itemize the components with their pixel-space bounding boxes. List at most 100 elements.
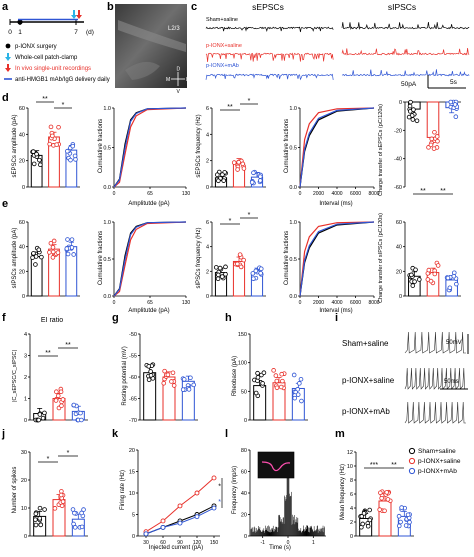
e-freq-ylabel: sIPSCs frequency (Hz) bbox=[196, 227, 202, 288]
e-amp-point bbox=[33, 254, 39, 259]
d-freq-ytick-label: 0 bbox=[206, 185, 209, 191]
g-rest-point bbox=[186, 387, 192, 392]
f-ei-ytick-label: 4 bbox=[24, 332, 27, 338]
m-freq-point bbox=[367, 507, 372, 513]
k-fr-point bbox=[194, 490, 200, 496]
k-fr-point bbox=[211, 505, 217, 511]
h-rheo-point bbox=[274, 378, 280, 384]
legend-red-arrow-icon bbox=[5, 64, 11, 72]
h-rheo-point bbox=[298, 376, 304, 382]
timeline-unit: (d) bbox=[86, 29, 94, 36]
m-freq-point bbox=[399, 505, 404, 510]
h-rheo-point bbox=[271, 368, 276, 373]
d-charge-point bbox=[408, 99, 413, 105]
e-amp-point bbox=[36, 247, 42, 253]
d-charge-ytick-label: 0 bbox=[399, 100, 402, 106]
m-freq-point bbox=[396, 513, 402, 519]
e-freq-point bbox=[217, 265, 223, 271]
d-freq-ytick-label: 6 bbox=[206, 106, 209, 112]
m-freq-point bbox=[384, 490, 390, 495]
f-ei-point bbox=[60, 397, 66, 402]
e-charge-point bbox=[410, 283, 416, 288]
e-amp-point bbox=[39, 254, 44, 260]
e-cum-int-line-0 bbox=[299, 221, 375, 297]
legend-mab-label: p-IONX+mAb bbox=[418, 468, 457, 475]
g-rest-point bbox=[148, 369, 153, 374]
f-ylabel: |C_sEPSC/C_sIPSC| bbox=[12, 350, 18, 402]
legend-label-delivery: anti-HMGB1 mAb/IgG delivery daily bbox=[15, 77, 110, 83]
panel-letter-l: l bbox=[225, 428, 228, 440]
d-cum-int-line-1 bbox=[299, 107, 375, 188]
d-charge-point bbox=[434, 134, 440, 139]
spike-train-mab bbox=[404, 401, 466, 424]
j-spikes-point bbox=[33, 511, 39, 517]
k-fr-xtick-label: 120 bbox=[193, 540, 202, 546]
d-amp-ytick-label: 20 bbox=[19, 159, 25, 165]
h-rheo-point bbox=[274, 385, 280, 391]
d-freq-point bbox=[221, 178, 226, 183]
e-cum-int-ytick-label: 0.5 bbox=[289, 257, 297, 263]
e-charge-point bbox=[435, 263, 441, 268]
d-cum-int-ylabel: Cumulative fractions bbox=[284, 119, 290, 173]
e-cum-int-ylabel: Cumulative fractions bbox=[284, 231, 290, 285]
d-amp-ytick-label: 0 bbox=[22, 185, 25, 191]
l-ylabel: Frequency (imp/s) bbox=[232, 466, 238, 514]
f-ei-ytick-label: 2 bbox=[24, 375, 27, 381]
d-cum-int-xlabel: Interval (ms) bbox=[319, 201, 352, 207]
k-fr-point bbox=[194, 514, 200, 520]
d-cum-amp-ytick-label: 0.0 bbox=[103, 185, 111, 191]
e-cum-amp-xtick-label: 130 bbox=[182, 300, 191, 306]
f-ei-point bbox=[40, 415, 46, 421]
j-spikes-ytick-label: 30 bbox=[21, 450, 27, 456]
j-spikes-point bbox=[60, 499, 66, 504]
j-spikes-sig-label: * bbox=[67, 450, 70, 457]
e-charge-point bbox=[412, 279, 417, 284]
g-rest-point bbox=[162, 368, 167, 374]
f-ei-ytick-label: 1 bbox=[24, 397, 27, 403]
panel-letter-f: f bbox=[2, 312, 6, 324]
e-cum-amp-line-2 bbox=[113, 221, 187, 297]
h-rheo-point bbox=[255, 370, 260, 376]
e-freq-point bbox=[223, 264, 228, 270]
e-cum-int-xtick-label: 0 bbox=[299, 300, 302, 306]
j-spikes-point bbox=[38, 522, 44, 528]
h-rheo-point bbox=[273, 373, 279, 378]
spike-train-saline bbox=[404, 367, 466, 390]
e-cum-amp-ytick-label: 0.5 bbox=[103, 257, 111, 263]
e-cum-int-ytick-label: 1.0 bbox=[289, 220, 297, 226]
slice-band bbox=[118, 20, 186, 52]
g-rest-ytick-label: -60 bbox=[129, 375, 137, 381]
e-cum-int-xtick-label: 2000 bbox=[313, 300, 324, 306]
g-rest-point bbox=[191, 382, 197, 388]
panel-letter-b: b bbox=[107, 1, 114, 13]
h-rheo-ytick-label: 100 bbox=[238, 361, 247, 367]
sepsc-trace-mab bbox=[205, 73, 334, 81]
e-amp-point bbox=[71, 252, 76, 257]
d-freq-point bbox=[215, 172, 220, 178]
spike-train-sham bbox=[404, 331, 466, 354]
trace-label-sham: Sham+saline bbox=[206, 17, 238, 23]
e-charge-point bbox=[409, 272, 414, 278]
k-fr-point bbox=[160, 524, 166, 530]
l-psth-ytick-label: 80 bbox=[241, 448, 247, 454]
e-cum-int-line-2 bbox=[299, 221, 375, 297]
l-psth-xtick-label: 1 bbox=[312, 540, 315, 546]
sipsc-trace-sham bbox=[341, 22, 470, 30]
d-amp-point bbox=[38, 162, 43, 168]
j-spikes-point bbox=[81, 507, 86, 512]
h-rheo-ytick-label: 50 bbox=[241, 389, 247, 395]
m-freq-point bbox=[398, 519, 403, 525]
e-charge-point bbox=[417, 277, 422, 282]
g-rest-point bbox=[180, 387, 186, 392]
d-amp-point bbox=[48, 124, 54, 130]
d-charge-point bbox=[414, 118, 420, 124]
k-fr-point bbox=[211, 475, 217, 481]
compass-l: L bbox=[186, 77, 189, 83]
legend-label-invivo: In vivo single-unit recordings bbox=[15, 66, 91, 72]
slice-image: L2/3 D M L V bbox=[115, 4, 189, 95]
legend-label-surgery: p-IONX surgery bbox=[15, 44, 57, 50]
m-freq-point bbox=[367, 517, 373, 523]
scale-label-time: 5s bbox=[450, 79, 458, 86]
legend-saline-icon bbox=[408, 457, 416, 465]
legend-sham-label: Sham+saline bbox=[418, 448, 456, 455]
